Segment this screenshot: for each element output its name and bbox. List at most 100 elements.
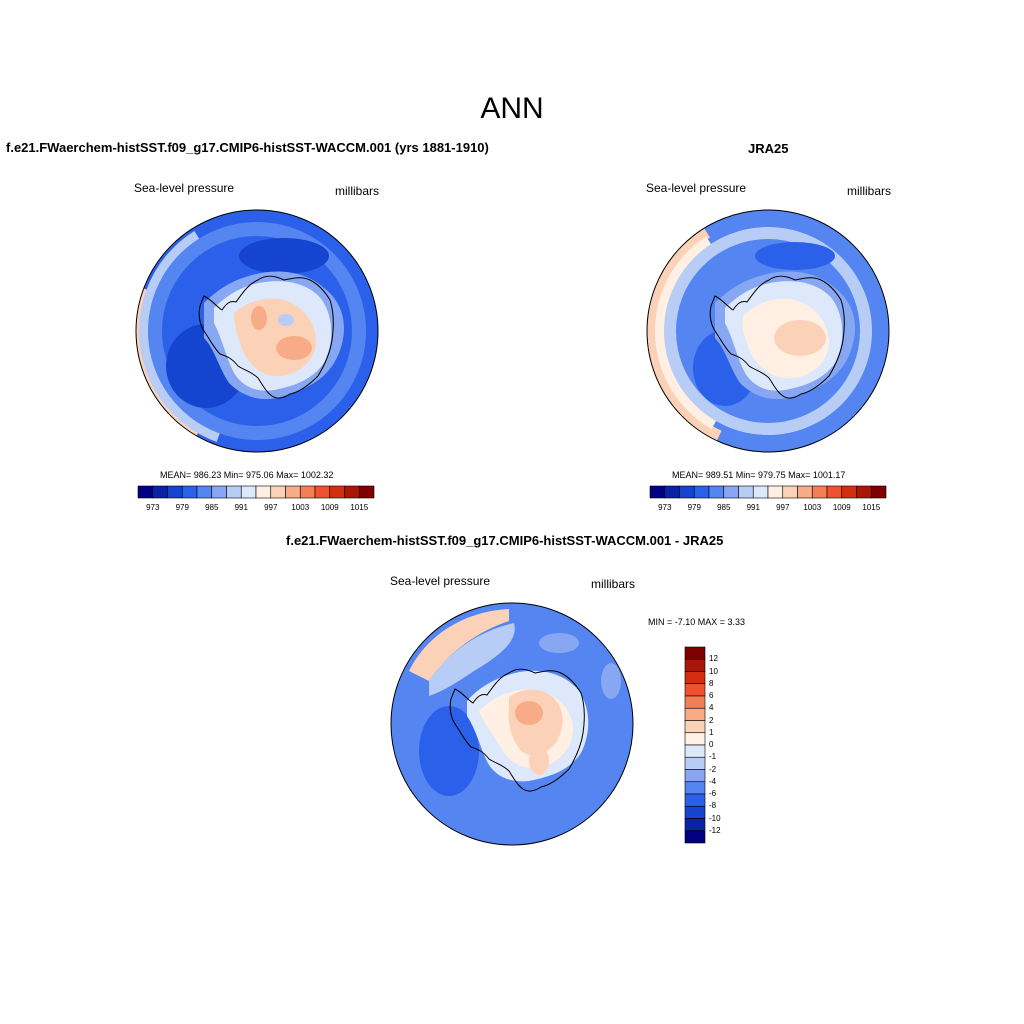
- diff-antarctica-coastline: [449, 668, 585, 792]
- obs-colorbar-tick-label: 979: [687, 503, 701, 512]
- obs-colorbar-box-8: [767, 485, 784, 499]
- model-colorbar-tick-label: 973: [146, 503, 160, 512]
- obs-colorbar-box-5: [723, 485, 739, 499]
- diff-colorbar-box-8: [684, 744, 706, 758]
- diff-colorbar-box-4: [684, 695, 706, 709]
- diff-colorbar-tick-label: -1: [709, 752, 717, 762]
- diff-colorbar-tick-label: -12: [709, 825, 721, 835]
- model-colorbar-tick-label: 1003: [291, 503, 310, 512]
- model-colorbar-box-0: [137, 485, 154, 499]
- obs-variable-label: Sea-level pressure: [646, 181, 747, 195]
- model-colorbar-box-9: [270, 485, 286, 499]
- diff-colorbar-box-3: [684, 683, 706, 697]
- obs-antarctica-coastline: [709, 275, 845, 399]
- diff-colorbar-box-10: [684, 769, 706, 783]
- obs-colorbar-box-6: [738, 485, 754, 499]
- obs-stats: MEAN= 989.51 Min= 979.75 Max= 1001.17: [672, 470, 846, 480]
- obs-colorbar-tick-label: 1009: [832, 503, 851, 512]
- diff-colorbar-box-5: [684, 707, 706, 721]
- model-colorbar-tick-label: 1009: [320, 503, 339, 512]
- diff-polar-map: [390, 602, 634, 846]
- diff-west-low: [419, 706, 479, 796]
- model-colorbar-box-2: [167, 485, 183, 499]
- diff-colorbar-tick-label: 6: [709, 691, 714, 700]
- obs-colorbar-box-1: [664, 485, 680, 499]
- diff-colorbar-tick-label: -10: [709, 813, 721, 823]
- diff-stats: MIN = -7.10 MAX = 3.33: [648, 617, 746, 627]
- model-variable-label: Sea-level pressure: [134, 181, 235, 195]
- obs-ring-pale: [664, 227, 872, 435]
- diff-colorbar-tick-label: -8: [709, 801, 717, 811]
- obs-colorbar-box-3: [693, 485, 710, 499]
- model-colorbar-tick-label: 1015: [350, 503, 369, 512]
- model-colorbar-box-10: [285, 485, 301, 499]
- obs-plateau-high: [774, 320, 826, 356]
- obs-colorbar-tick-label: 997: [776, 503, 790, 512]
- model-stats: MEAN= 986.23 Min= 975.06 Max= 1002.32: [160, 470, 334, 480]
- model-plateau-pocket: [278, 314, 294, 326]
- diff-colorbar-tick-label: -2: [709, 764, 717, 774]
- model-panel-title: f.e21.FWaerchem-histSST.f09_g17.CMIP6-hi…: [6, 140, 489, 155]
- obs-colorbar-box-15: [870, 485, 887, 499]
- model-colorbar-box-8: [255, 485, 272, 499]
- model-colorbar-tick-label: 991: [234, 503, 248, 512]
- obs-colorbar-tick-label: 1015: [862, 503, 881, 512]
- obs-colorbar-box-0: [649, 485, 666, 499]
- model-colorbar-tick-label: 985: [205, 503, 219, 512]
- diff-variable-label: Sea-level pressure: [390, 574, 491, 588]
- diff-peninsula-positive: [529, 747, 549, 775]
- model-units-label: millibars: [335, 184, 380, 198]
- diff-colorbar-box-7: [684, 732, 706, 746]
- model-colorbar-box-14: [344, 485, 360, 499]
- diff-east-small-low: [601, 663, 621, 699]
- diff-colorbar-box-2: [684, 671, 706, 685]
- model-colorbar-box-6: [226, 485, 242, 499]
- model-polar-map: [135, 209, 379, 453]
- model-plateau-high: [276, 336, 312, 360]
- model-colorbar-box-5: [211, 485, 227, 499]
- obs-colorbar-tick-label: 991: [746, 503, 760, 512]
- diff-colorbar-tick-label: -6: [709, 789, 717, 798]
- model-colorbar-tick-label: 979: [175, 503, 189, 512]
- obs-polar-map: [646, 209, 890, 453]
- diff-colorbar: [684, 646, 706, 844]
- diff-north-pale: [429, 623, 515, 696]
- obs-colorbar-box-2: [679, 485, 695, 499]
- obs-colorbar-box-9: [782, 485, 798, 499]
- diff-colorbar-box-14: [684, 818, 706, 832]
- diff-colorbar-tick-label: 12: [709, 654, 718, 664]
- obs-colorbar-box-12: [826, 485, 843, 499]
- obs-ring-cream: [655, 218, 881, 444]
- obs-panel-title: JRA25: [748, 141, 789, 156]
- obs-colorbar-tick-label: 1003: [803, 503, 822, 512]
- diff-north-small-low: [539, 633, 579, 653]
- diff-colorbar-tick-label: -4: [709, 776, 717, 786]
- figure-title: ANN: [480, 92, 544, 125]
- diff-colorbar-tick-label: 4: [709, 703, 714, 713]
- obs-colorbar-box-13: [841, 485, 857, 499]
- model-colorbar-ticks: 973 979 985 991 997 1003 1009 1015: [138, 503, 374, 515]
- model-ring-pale: [139, 213, 375, 449]
- model-colorbar: [137, 485, 375, 499]
- diff-panel-title: f.e21.FWaerchem-histSST.f09_g17.CMIP6-hi…: [286, 533, 724, 548]
- diff-colorbar-box-11: [684, 781, 706, 795]
- model-deep-low-north: [239, 238, 329, 274]
- obs-colorbar-ticks: 973 979 985 991 997 1003 1009 1015: [650, 503, 886, 515]
- diff-colorbar-box-0: [684, 646, 706, 660]
- diff-colorbar-box-15: [684, 830, 706, 844]
- diff-colorbar-tick-label: 8: [709, 678, 714, 688]
- model-plateau-high-2: [251, 306, 267, 330]
- obs-deep-low-north: [755, 242, 835, 270]
- diff-units-label: millibars: [591, 577, 636, 591]
- diff-colorbar-tick-label: 1: [709, 727, 714, 737]
- model-antarctica-coastline: [198, 275, 334, 399]
- model-colorbar-box-4: [196, 485, 213, 499]
- model-colorbar-box-15: [358, 485, 375, 499]
- diff-colorbar-box-6: [684, 720, 706, 734]
- model-colorbar-box-12: [314, 485, 331, 499]
- diff-colorbar-tick-label: 10: [709, 666, 718, 676]
- obs-colorbar-tick-label: 985: [717, 503, 731, 512]
- model-colorbar-box-7: [240, 485, 257, 499]
- obs-colorbar-box-10: [797, 485, 813, 499]
- model-colorbar-tick-label: 997: [264, 503, 278, 512]
